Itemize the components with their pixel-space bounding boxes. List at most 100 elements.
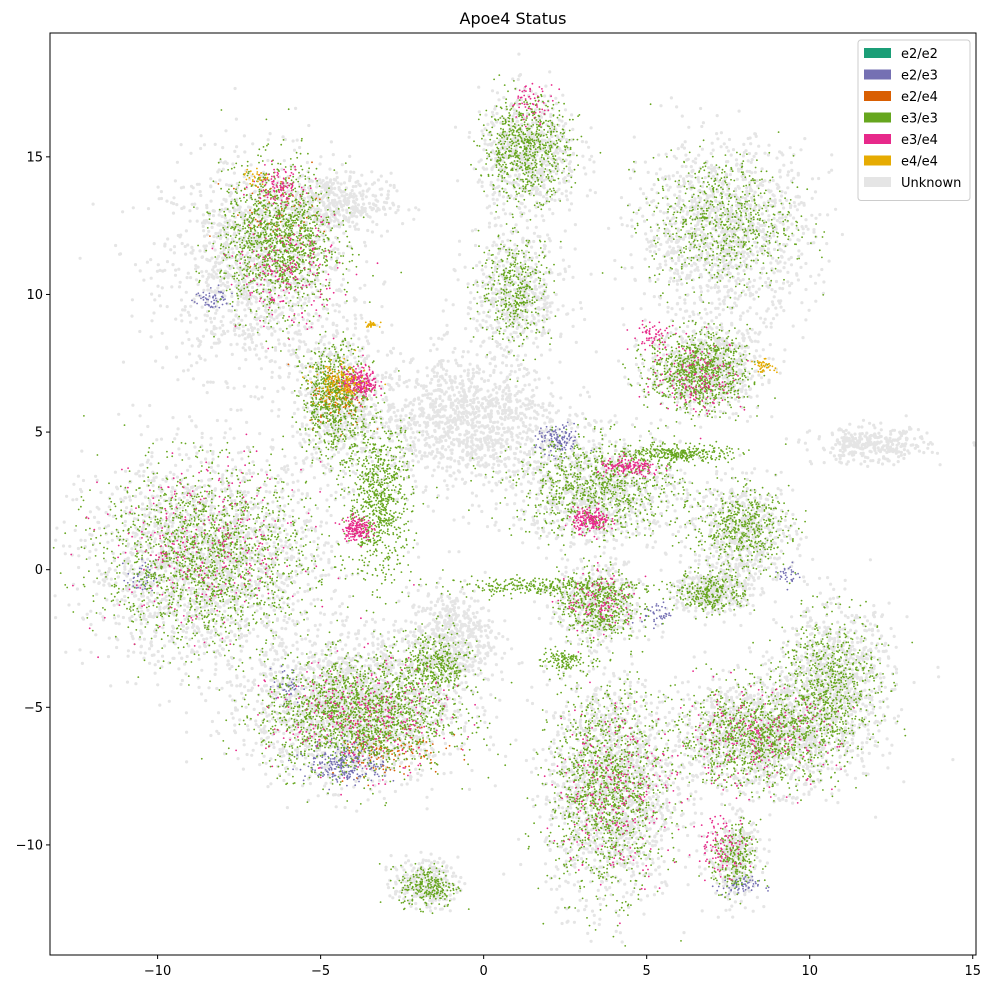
data-point <box>417 396 421 400</box>
data-point <box>345 355 349 359</box>
data-point <box>296 323 300 327</box>
data-point <box>161 626 165 630</box>
data-point <box>309 189 313 193</box>
data-point <box>179 298 184 302</box>
data-point <box>214 354 218 358</box>
data-point <box>412 217 416 221</box>
data-point <box>591 439 595 443</box>
data-point <box>273 360 277 364</box>
data-point <box>252 471 256 475</box>
data-point <box>431 421 436 425</box>
data-point <box>344 574 348 578</box>
data-point <box>55 526 59 530</box>
data-point <box>139 651 143 655</box>
data-point <box>459 394 463 398</box>
data-point <box>316 318 320 322</box>
data-point <box>205 328 209 332</box>
data-point <box>240 632 244 636</box>
data-point <box>243 337 247 341</box>
data-point <box>249 527 253 531</box>
data-point <box>274 523 278 527</box>
data-point <box>449 448 453 452</box>
data-point <box>210 256 214 260</box>
data-point <box>495 344 499 348</box>
data-point <box>148 403 152 408</box>
data-point <box>302 340 306 344</box>
data-point <box>548 411 552 415</box>
data-point <box>411 403 415 407</box>
data-point <box>451 408 456 412</box>
data-point <box>499 459 503 463</box>
data-point <box>374 198 378 202</box>
data-point <box>392 410 396 414</box>
data-point <box>470 491 474 495</box>
data-point <box>492 456 496 460</box>
data-point <box>432 374 437 378</box>
data-point <box>233 576 237 580</box>
data-point <box>484 475 488 479</box>
data-point <box>358 184 362 188</box>
data-point <box>503 457 507 461</box>
data-point <box>337 288 341 293</box>
data-point <box>407 422 412 426</box>
data-point <box>213 142 217 146</box>
data-point <box>327 341 331 345</box>
data-point <box>194 267 198 271</box>
data-point <box>500 433 504 437</box>
data-point <box>408 411 412 415</box>
data-point <box>233 86 237 91</box>
data-point <box>536 412 540 416</box>
data-point <box>413 414 417 418</box>
data-point <box>470 453 474 457</box>
data-point <box>174 355 179 359</box>
data-point <box>185 730 189 734</box>
data-point <box>304 220 308 224</box>
data-point <box>233 633 237 637</box>
data-point <box>370 208 374 212</box>
data-point <box>422 386 426 390</box>
data-point <box>259 342 263 346</box>
data-point <box>187 337 191 342</box>
data-point <box>304 393 308 398</box>
data-point <box>290 390 294 395</box>
data-point <box>202 234 207 238</box>
data-point <box>192 524 196 528</box>
data-point <box>212 265 216 269</box>
data-point <box>285 296 289 300</box>
data-point <box>224 199 228 203</box>
data-point <box>171 611 175 616</box>
data-point <box>412 445 416 449</box>
data-point <box>150 455 154 459</box>
data-point <box>516 376 520 380</box>
data-point <box>587 395 592 399</box>
data-point <box>225 161 229 165</box>
data-point <box>517 367 522 372</box>
data-point <box>453 420 457 424</box>
data-point <box>257 215 261 219</box>
data-point <box>241 520 245 524</box>
data-point <box>296 590 300 594</box>
data-point <box>220 214 224 219</box>
data-point <box>299 544 303 548</box>
data-point <box>179 143 183 147</box>
data-point <box>168 470 172 474</box>
data-point <box>335 256 339 260</box>
data-point <box>447 430 451 434</box>
data-point <box>333 246 337 250</box>
data-point <box>265 541 269 545</box>
data-point <box>471 374 476 378</box>
data-point <box>397 377 401 382</box>
data-point <box>158 268 162 272</box>
data-point <box>178 453 182 457</box>
data-point <box>384 375 388 379</box>
data-point <box>150 319 154 323</box>
data-point <box>281 496 285 500</box>
data-point <box>204 269 208 273</box>
data-point <box>440 453 444 457</box>
data-point <box>295 378 300 382</box>
data-point <box>329 597 334 601</box>
data-point <box>94 548 98 552</box>
data-point <box>186 271 190 275</box>
data-point <box>306 318 310 322</box>
data-point <box>388 407 392 412</box>
